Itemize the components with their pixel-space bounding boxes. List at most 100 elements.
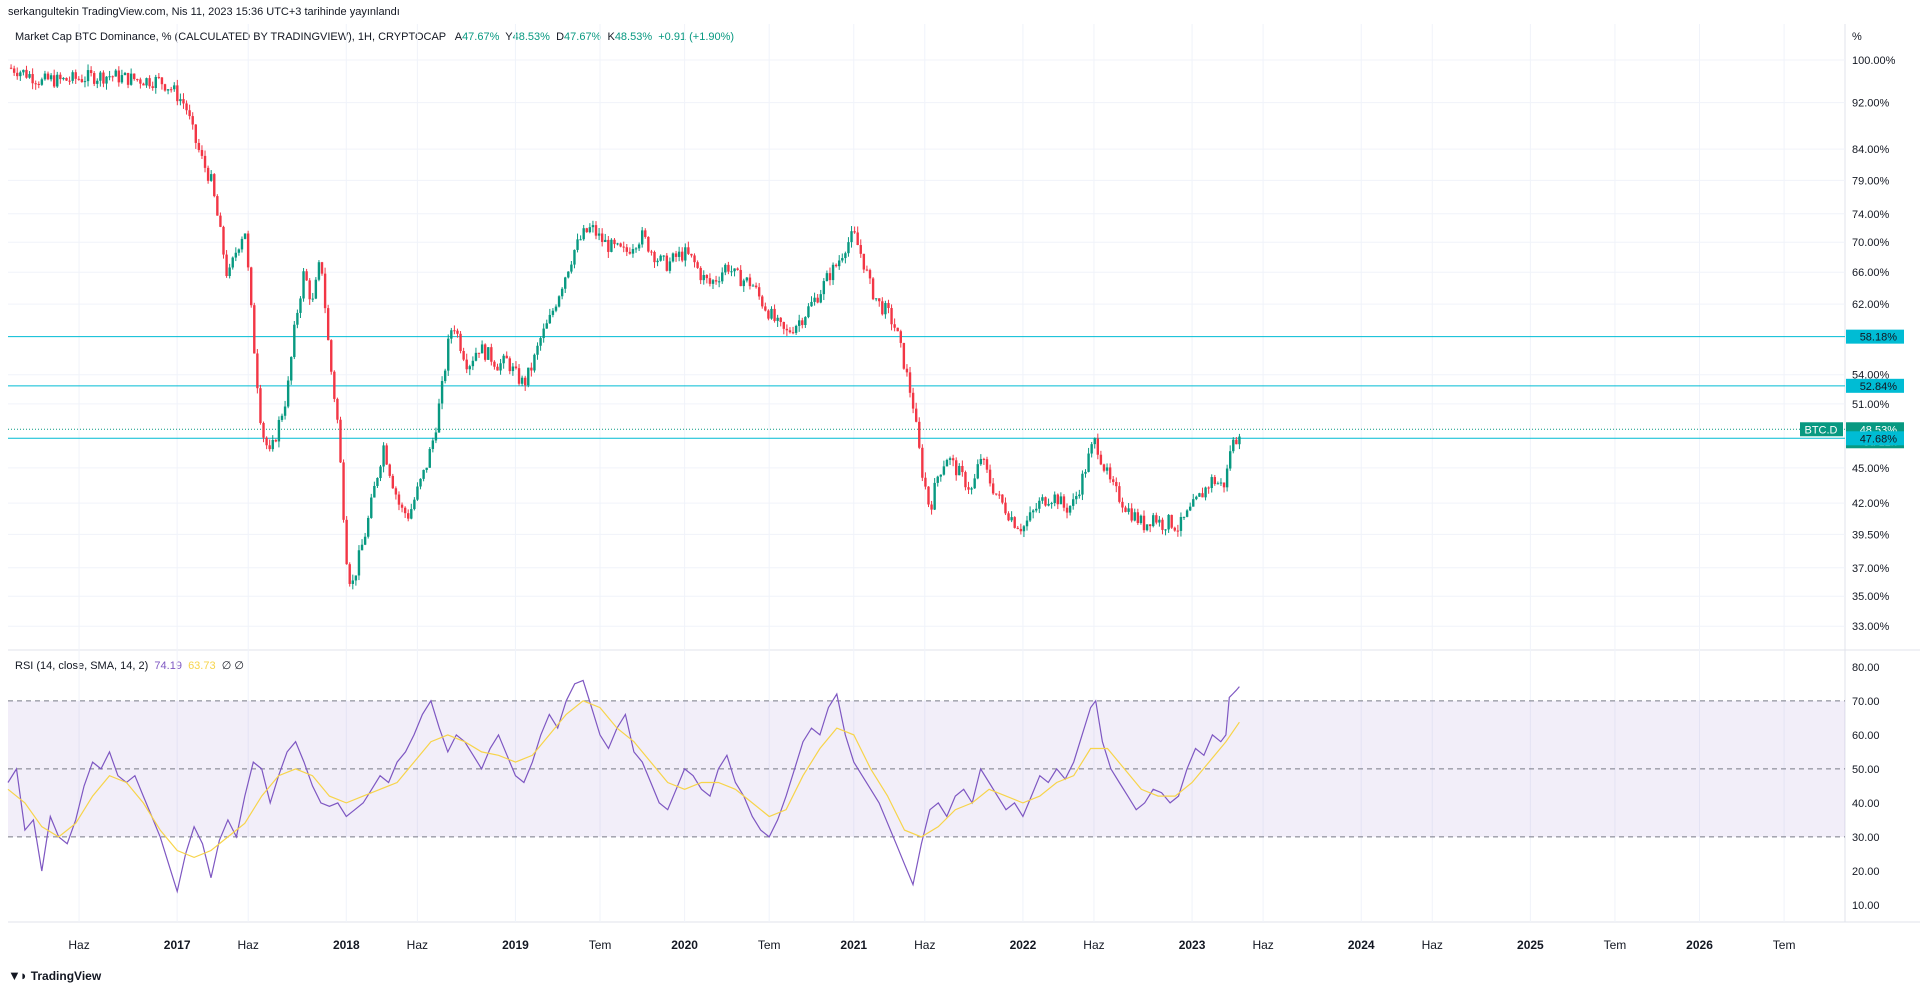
candle-body (1007, 513, 1010, 521)
price-tick-label: 84.00% (1852, 144, 1890, 156)
candle-body (259, 388, 262, 423)
candle-body (99, 72, 102, 81)
candle-body (453, 330, 456, 332)
candle-body (505, 355, 508, 359)
candle-body (967, 487, 970, 490)
candle-body (1118, 486, 1121, 502)
candle-body (764, 306, 767, 311)
candle-body (893, 324, 896, 328)
candle-body (419, 478, 422, 487)
candle-body (250, 267, 253, 306)
price-legend: Market Cap BTC Dominance, % (CALCULATED … (15, 31, 734, 43)
candle-body (1192, 499, 1195, 507)
candle-body (231, 257, 234, 268)
candle-body (120, 75, 124, 83)
candle-body (83, 81, 87, 83)
candle-body (400, 504, 404, 508)
candle-body (979, 458, 983, 465)
candle-body (293, 324, 296, 358)
high-label: Y (505, 31, 513, 43)
time-tick-label: Tem (1604, 938, 1627, 952)
candle-body (49, 75, 53, 80)
rsi-tick-label: 70.00 (1852, 696, 1880, 708)
candle-body (653, 251, 656, 263)
candle-body (1035, 508, 1038, 511)
candle-body (520, 377, 524, 384)
candle-body (1210, 477, 1213, 489)
time-tick-label: Haz (914, 938, 935, 952)
candle-body (62, 77, 65, 80)
candle-body (206, 167, 210, 181)
tradingview-logo[interactable]: ▼◗ TradingView (8, 968, 101, 983)
candle-body (644, 230, 647, 237)
candle-body (721, 272, 724, 282)
rsi-title: RSI (14, close, SMA, 14, 2) (15, 660, 149, 672)
candle-body (1038, 500, 1041, 509)
candle-body (440, 381, 444, 404)
candle-body (25, 69, 28, 78)
candle-body (1235, 439, 1238, 445)
candle-body (616, 243, 619, 245)
candle-body (582, 228, 585, 240)
candle-body (163, 84, 167, 91)
candle-body (693, 255, 696, 263)
candle-body (114, 70, 117, 77)
candle-body (1136, 512, 1140, 524)
candle-body (59, 74, 62, 80)
candle-body (801, 320, 804, 326)
candle-body (1062, 496, 1066, 508)
candle-body (951, 458, 955, 461)
candle-body (86, 70, 90, 82)
candle-body (690, 253, 693, 256)
candle-body (1044, 497, 1047, 506)
candle-body (1016, 527, 1019, 529)
candle-body (1059, 496, 1063, 505)
candle-body (1139, 515, 1143, 524)
candle-body (407, 513, 410, 519)
candle-body (902, 342, 906, 369)
candle-body (696, 262, 699, 268)
candle-body (225, 254, 228, 276)
rsi-tick-label: 50.00 (1852, 764, 1880, 776)
candle-body (1096, 438, 1100, 455)
candle-body (425, 467, 428, 470)
candle-body (462, 351, 465, 360)
candle-body (659, 255, 662, 261)
candle-body (388, 464, 391, 476)
candle-body (333, 371, 336, 399)
candle-body (176, 85, 179, 102)
candle-body (714, 280, 718, 282)
candle-body (46, 73, 50, 80)
candle-body (619, 243, 622, 247)
candle-body (564, 277, 567, 289)
candle-body (65, 77, 68, 81)
candle-body (687, 247, 690, 254)
candle-body (1124, 507, 1127, 512)
candle-body (871, 278, 875, 300)
candle-body (194, 124, 197, 143)
candle-body (311, 298, 314, 300)
candle-body (490, 347, 493, 362)
rsi-ma-value: 63.73 (188, 660, 216, 672)
candle-body (108, 76, 111, 78)
candle-body (681, 251, 684, 261)
candle-body (594, 225, 598, 236)
candle-body (1013, 517, 1016, 528)
candle-body (588, 227, 592, 233)
candle-body (169, 89, 173, 91)
candle-body (1056, 494, 1059, 505)
candle-body (1228, 451, 1232, 469)
candle-body (129, 73, 133, 85)
level-label: 52.84% (1860, 381, 1898, 393)
time-tick-label: 2023 (1179, 938, 1206, 952)
candle-body (779, 317, 782, 323)
candle-body (1179, 516, 1183, 531)
candle-body (545, 323, 548, 329)
candle-body (622, 246, 625, 248)
candle-body (89, 70, 93, 74)
candle-body (286, 380, 290, 407)
time-tick-label: 2024 (1348, 938, 1375, 952)
candle-body (542, 328, 545, 339)
level-label-bg (1846, 378, 1904, 393)
